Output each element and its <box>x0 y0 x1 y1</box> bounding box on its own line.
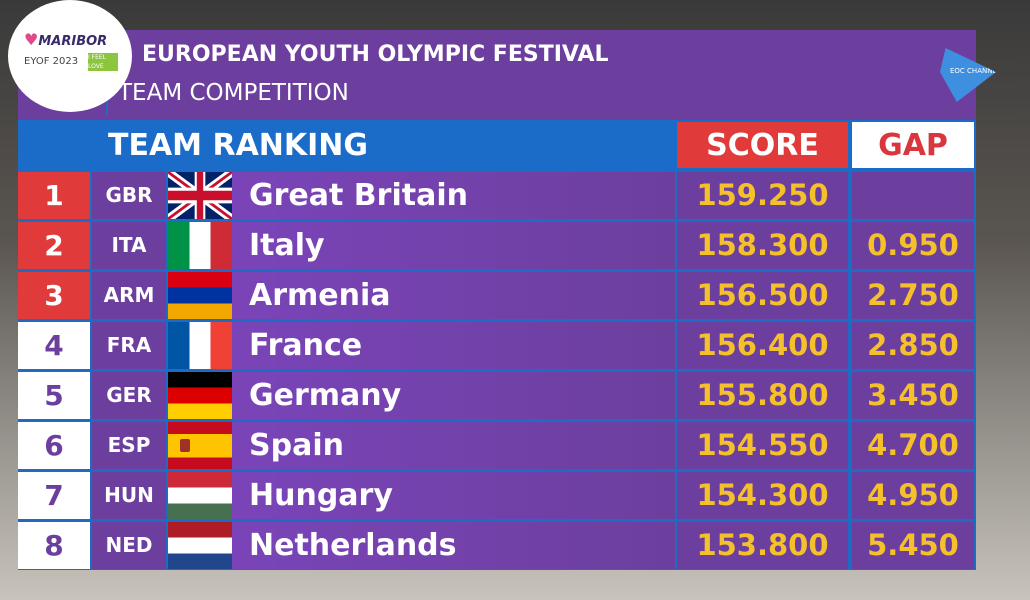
rank: 8 <box>18 522 90 569</box>
score-value: 156.400 <box>677 322 848 369</box>
event-subtitle: TEAM COMPETITION <box>118 80 349 106</box>
table-row: 8 NED Netherlands 153.800 5.450 <box>18 522 976 569</box>
country-code: NED <box>92 522 166 569</box>
table-title: TEAM RANKING <box>108 128 369 163</box>
rank: 6 <box>18 422 90 469</box>
flag-icon <box>168 272 232 319</box>
logo-text: ♥MARIBOR <box>24 30 108 49</box>
table-row: 3 ARM Armenia 156.500 2.750 <box>18 272 976 319</box>
country-name: Netherlands <box>232 522 675 569</box>
country-name: Great Britain <box>232 172 675 219</box>
score-value: 155.800 <box>677 372 848 419</box>
rank: 1 <box>18 172 90 219</box>
gap-value: 0.950 <box>852 222 974 269</box>
table-row: 1 GBR Great Britain 159.250 <box>18 167 976 224</box>
country-name: Italy <box>232 222 675 269</box>
table-row: 6 ESP Spain 154.550 4.700 <box>18 422 976 469</box>
country-name: Spain <box>232 422 675 469</box>
score-value: 153.800 <box>677 522 848 569</box>
logo-tag: I FEEL LOVE <box>88 53 118 71</box>
country-code: FRA <box>92 322 166 369</box>
score-value: 159.250 <box>677 172 848 219</box>
rank: 3 <box>18 272 90 319</box>
country-code: GBR <box>92 172 166 219</box>
rank: 4 <box>18 322 90 369</box>
country-name: Armenia <box>232 272 675 319</box>
gap-value: 2.850 <box>852 322 974 369</box>
country-name: France <box>232 322 675 369</box>
flag-icon <box>168 322 232 369</box>
country-code: HUN <box>92 472 166 519</box>
flag-icon <box>166 167 234 224</box>
country-code: ESP <box>92 422 166 469</box>
gap-value: 2.750 <box>852 272 974 319</box>
gap-value <box>852 172 974 219</box>
ranking-panel: EUROPEAN YOUTH OLYMPIC FESTIVAL TEAM COM… <box>18 30 976 570</box>
table-row: 7 HUN Hungary 154.300 4.950 <box>18 472 976 519</box>
logo-sub: EYOF 2023 <box>24 56 79 67</box>
maribor-eyof-logo: ♥MARIBOR EYOF 2023 I FEEL LOVE <box>8 0 132 112</box>
rank: 7 <box>18 472 90 519</box>
flag-icon <box>168 472 232 519</box>
flag-icon <box>168 422 232 469</box>
gap-value: 5.450 <box>852 522 974 569</box>
score-value: 154.300 <box>677 472 848 519</box>
country-code: ITA <box>92 222 166 269</box>
table-row: 5 GER Germany 155.800 3.450 <box>18 372 976 419</box>
country-code: GER <box>92 372 166 419</box>
header: EUROPEAN YOUTH OLYMPIC FESTIVAL TEAM COM… <box>18 30 976 120</box>
flag-icon <box>168 522 232 569</box>
flag-icon <box>168 222 232 269</box>
gap-value: 4.950 <box>852 472 974 519</box>
heart-icon: ♥ <box>24 30 39 49</box>
country-code: ARM <box>92 272 166 319</box>
score-header: SCORE <box>677 122 848 168</box>
rank: 5 <box>18 372 90 419</box>
score-value: 156.500 <box>677 272 848 319</box>
gap-value: 4.700 <box>852 422 974 469</box>
country-name: Hungary <box>232 472 675 519</box>
gap-header: GAP <box>852 122 974 168</box>
flag-icon <box>168 372 232 419</box>
table-row: 2 ITA Italy 158.300 0.950 <box>18 222 976 269</box>
rank: 2 <box>18 222 90 269</box>
country-name: Germany <box>232 372 675 419</box>
table-row: 4 FRA France 156.400 2.850 <box>18 322 976 369</box>
score-value: 154.550 <box>677 422 848 469</box>
score-value: 158.300 <box>677 222 848 269</box>
gap-value: 3.450 <box>852 372 974 419</box>
event-title: EUROPEAN YOUTH OLYMPIC FESTIVAL <box>142 42 609 67</box>
